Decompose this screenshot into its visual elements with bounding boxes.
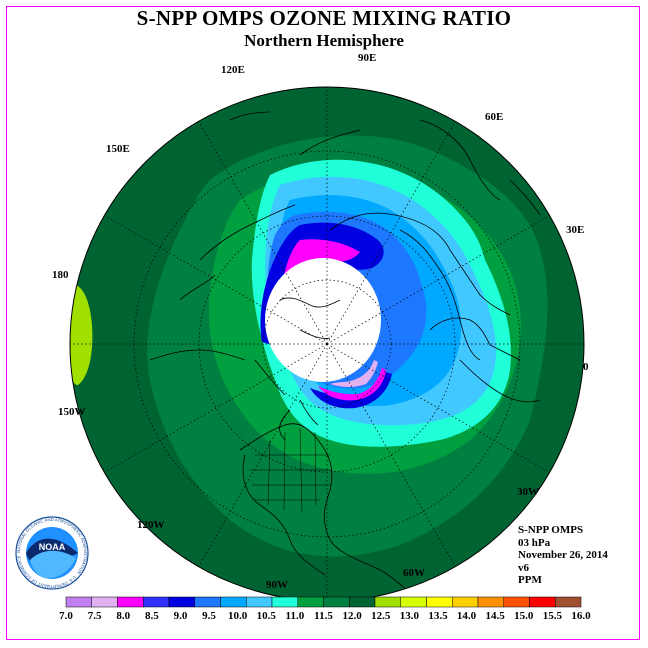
colorbar-swatch [220,596,247,608]
colorbar-swatch [349,596,376,608]
colorbar-label: 13.5 [428,610,448,622]
colorbar-swatch [91,596,118,608]
colorbar-swatch [271,596,298,608]
colorbar-label: 15.0 [514,610,534,622]
colorbar-label: 7.0 [59,610,73,622]
colorbar-label: 11.5 [314,610,333,622]
lon-label-60w: 60W [403,567,425,579]
lon-label-150e: 150E [106,143,130,155]
colorbar-label: 16.0 [571,610,591,622]
colorbar-label: 10.0 [228,610,248,622]
colorbar-label: 10.5 [257,610,277,622]
noaa-logo: NOAA NATIONAL OCEANIC AND ATMOSPHERIC AD… [15,516,89,590]
us-states [250,427,332,513]
info-block: S-NPP OMPS 03 hPa November 26, 2014 v6 P… [518,524,608,587]
colorbar-swatch [323,596,350,608]
lon-label-30e: 30E [566,224,584,236]
band-12-5-ne [450,100,480,120]
band-12-5-n [210,87,246,99]
lon-label-150w: 150W [58,406,86,418]
colorbar-swatch [168,596,195,608]
colorbar-swatch [503,596,530,608]
colorbar-label: 14.5 [486,610,506,622]
info-units: PPM [518,574,542,586]
colorbar-label: 14.0 [457,610,477,622]
lon-label-0: 0 [583,361,589,373]
colorbar-label: 8.5 [145,610,159,622]
colorbar-label: 15.5 [543,610,563,622]
colorbar-label: 11.0 [286,610,305,622]
colorbar-swatch [297,596,324,608]
colorbar-label: 7.5 [88,610,102,622]
colorbar-label: 12.0 [342,610,362,622]
lon-label-120w: 120W [137,519,165,531]
colorbar-swatch [143,596,170,608]
lon-label-90e: 90E [358,52,376,64]
band-12-5-west [70,284,93,386]
colorbar-label: 12.5 [371,610,391,622]
map-title: S-NPP OMPS OZONE MIXING RATIO [136,6,512,30]
colorbar-swatch [65,596,92,608]
colorbar-swatch [194,596,221,608]
noaa-logo-text: NOAA [39,542,66,552]
band-8-5-lower [310,372,392,409]
no-data-area [265,258,381,382]
info-date: November 26, 2014 [518,549,608,561]
info-instrument: S-NPP OMPS [518,524,584,536]
lon-label-120e: 120E [221,64,245,76]
colorbar-label: 13.0 [400,610,420,622]
colorbar-swatch [555,596,582,608]
lon-label-90w: 90W [266,579,288,591]
info-level: 03 hPa [518,536,551,549]
map-subtitle: Northern Hemisphere [244,31,404,50]
colorbar-swatch [452,596,479,608]
lon-label-180: 180 [52,269,69,281]
lon-label-30w: 30W [517,486,539,498]
coastlines [149,111,541,601]
band-7-5-lower [330,360,378,387]
colorbar-swatch [117,596,144,608]
colorbar-swatch [374,596,401,608]
colorbar: 7.0 7.5 8.0 8.5 9.0 9.5 10.0 10.5 11.0 11.5 12.0 12… [59,596,591,622]
colorbar-swatch [400,596,427,608]
band-8-0-lower [318,368,386,401]
figure-frame [6,6,640,640]
colorbar-swatch [529,596,556,608]
colorbar-swatch [426,596,453,608]
colorbar-swatch [477,596,504,608]
info-version: v6 [518,561,529,574]
colorbar-label: 9.0 [174,610,188,622]
lon-label-60e: 60E [485,111,503,123]
colorbar-label: 8.0 [116,610,130,622]
colorbar-label: 9.5 [202,610,216,622]
ozone-field [70,87,584,601]
colorbar-swatch [246,596,273,608]
